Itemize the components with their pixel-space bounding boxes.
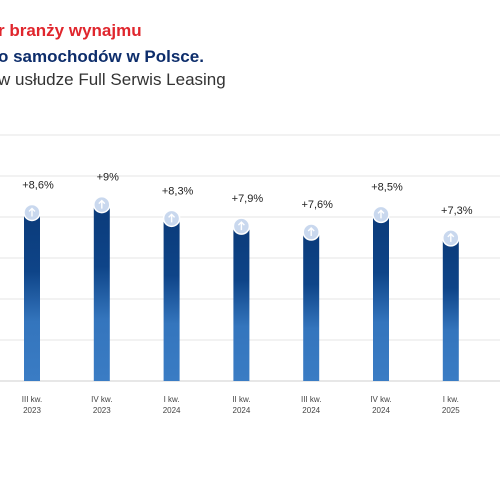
arrow-icon: [377, 209, 385, 219]
bar: [163, 218, 180, 381]
value-label: +7,9%: [232, 193, 264, 205]
subtitle: w usłudze Full Serwis Leasing: [0, 70, 226, 89]
bar: [442, 237, 459, 381]
x-tick-label: II kw.: [232, 395, 250, 404]
arrow-icon: [307, 227, 315, 237]
value-label: +8,6%: [22, 179, 54, 191]
bar: [303, 232, 320, 381]
x-tick-label: IV kw.: [91, 395, 112, 404]
x-tick-label: 2023: [93, 406, 111, 415]
arrow-icon: [28, 207, 36, 217]
x-tick-label: 2025: [442, 406, 460, 415]
value-label: +9%: [97, 172, 120, 184]
x-tick-label: 2024: [163, 406, 181, 415]
x-tick-label: 2024: [372, 406, 390, 415]
x-tick-label: 2023: [23, 406, 41, 415]
x-tick-label: 2024: [233, 406, 251, 415]
x-tick-label: IV kw.: [370, 395, 391, 404]
arrow-icon: [168, 213, 176, 223]
x-tick-label: III kw.: [301, 395, 321, 404]
grid: [0, 134, 500, 382]
bar: [24, 212, 40, 381]
arrow-icon: [447, 232, 455, 242]
bar: [373, 214, 389, 381]
value-label: +8,3%: [162, 185, 194, 197]
title-line: r branży wynajmu: [0, 21, 142, 40]
bar: [93, 204, 110, 381]
x-tick-label: I kw.: [443, 395, 459, 404]
x-tick-label: III kw.: [22, 395, 42, 404]
value-label: +7,3%: [441, 205, 473, 217]
title-line: o samochodów w Polsce.: [0, 47, 204, 66]
x-tick-label: I kw.: [164, 395, 180, 404]
arrow-icon: [237, 221, 245, 231]
x-tick-label: 2024: [302, 406, 320, 415]
value-label: +7,6%: [301, 199, 333, 211]
bar: [233, 226, 250, 381]
arrow-icon: [98, 199, 106, 209]
value-label: +8,5%: [371, 181, 403, 193]
